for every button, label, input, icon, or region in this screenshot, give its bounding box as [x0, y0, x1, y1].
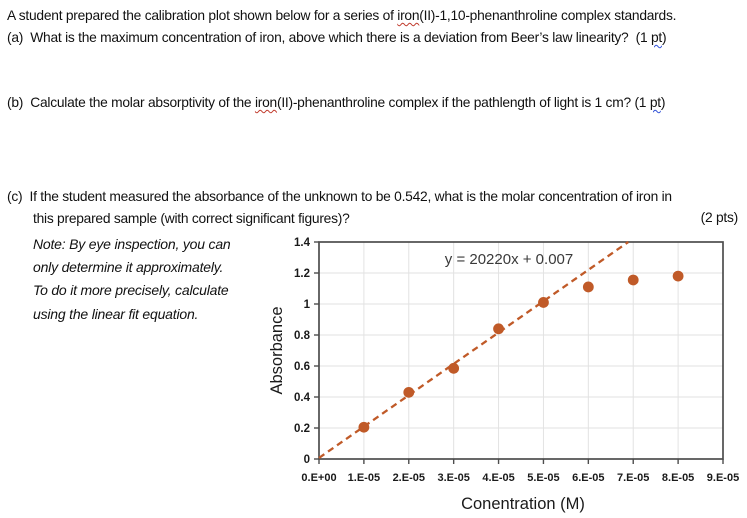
text-run: (b) Calculate the molar absorptivity of … — [7, 95, 255, 110]
text-run: ) — [662, 30, 667, 45]
data-point — [358, 421, 370, 433]
note-block: Note: By eye inspection, you can only det… — [33, 233, 231, 326]
x-tick-label: 4.E-05 — [482, 472, 514, 484]
x-tick-label: 5.E-05 — [527, 472, 559, 484]
intro-sentence: A student prepared the calibration plot … — [7, 7, 676, 25]
question-c-points: (2 pts) — [700, 210, 739, 225]
data-point — [582, 281, 594, 293]
data-point — [627, 274, 639, 286]
note-line: using the linear fit equation. — [33, 305, 199, 322]
x-tick-label: 2.E-05 — [393, 472, 425, 484]
data-point — [403, 386, 415, 398]
spellcheck-flagged-word: iron — [254, 95, 277, 110]
question-c-line1: (c) If the student measured the absorban… — [7, 189, 672, 204]
text-run: (II)-phenanthroline complex if the pathl… — [276, 95, 650, 110]
data-point — [538, 297, 549, 308]
trendline — [318, 241, 629, 459]
question-b: (b) Calculate the molar absorptivity of … — [7, 94, 665, 112]
x-tick-label: 6.E-05 — [572, 472, 604, 484]
x-tick-label: 1.E-05 — [348, 472, 380, 484]
text-run: A student prepared the calibration plot … — [7, 8, 398, 23]
y-tick-label: 0.6 — [294, 361, 310, 373]
grammar-flagged-word: pt — [651, 30, 663, 45]
data-point — [448, 362, 460, 374]
note-line: Note: By eye inspection, you can — [33, 236, 231, 252]
question-a: (a) What is the maximum concentration of… — [7, 29, 667, 47]
y-tick-label: 0.8 — [294, 330, 311, 342]
trendline-equation-label: y = 20220x + 0.007 — [445, 251, 573, 268]
y-tick-label: 0.4 — [294, 392, 311, 404]
x-tick-label: 8.E-05 — [662, 472, 694, 484]
note-line: only determine it approximately. — [33, 259, 224, 276]
y-axis-title: Absorbance — [268, 306, 286, 394]
x-tick-label: 3.E-05 — [437, 472, 469, 484]
y-tick-label: 1 — [304, 299, 311, 311]
note-line: To do it more precisely, calculate — [33, 282, 229, 299]
y-tick-label: 0.2 — [294, 423, 310, 435]
grammar-flagged-word: pt — [649, 95, 661, 110]
plot-border — [318, 241, 724, 460]
question-c-line2: this prepared sample (with correct signi… — [33, 211, 350, 226]
text-run: ) — [660, 95, 666, 110]
y-tick-label: 0 — [304, 454, 310, 466]
x-tick-label: 7.E-05 — [617, 472, 649, 484]
x-axis-title: Conentration (M) — [461, 495, 585, 513]
chart-svg: 0.E+00 1.E-05 2.E-05 3.E-05 4.E-05 5.E-05 6.E-… — [268, 237, 739, 513]
text-run: (II)-1,10-phenanthroline complex standar… — [419, 8, 677, 23]
x-tick-label: 0.E+00 — [301, 472, 336, 484]
data-point — [672, 270, 684, 282]
text-run: (a) What is the maximum concentration of… — [7, 30, 651, 45]
x-tick-label: 9.E-05 — [707, 472, 739, 484]
data-point — [493, 323, 504, 335]
y-tick-label: 1.4 — [294, 237, 311, 249]
calibration-chart: 0.E+00 1.E-05 2.E-05 3.E-05 4.E-05 5.E-05 6.E-… — [262, 228, 747, 518]
y-tick-label: 1.2 — [294, 268, 310, 280]
spellcheck-flagged-word: iron — [397, 8, 420, 23]
